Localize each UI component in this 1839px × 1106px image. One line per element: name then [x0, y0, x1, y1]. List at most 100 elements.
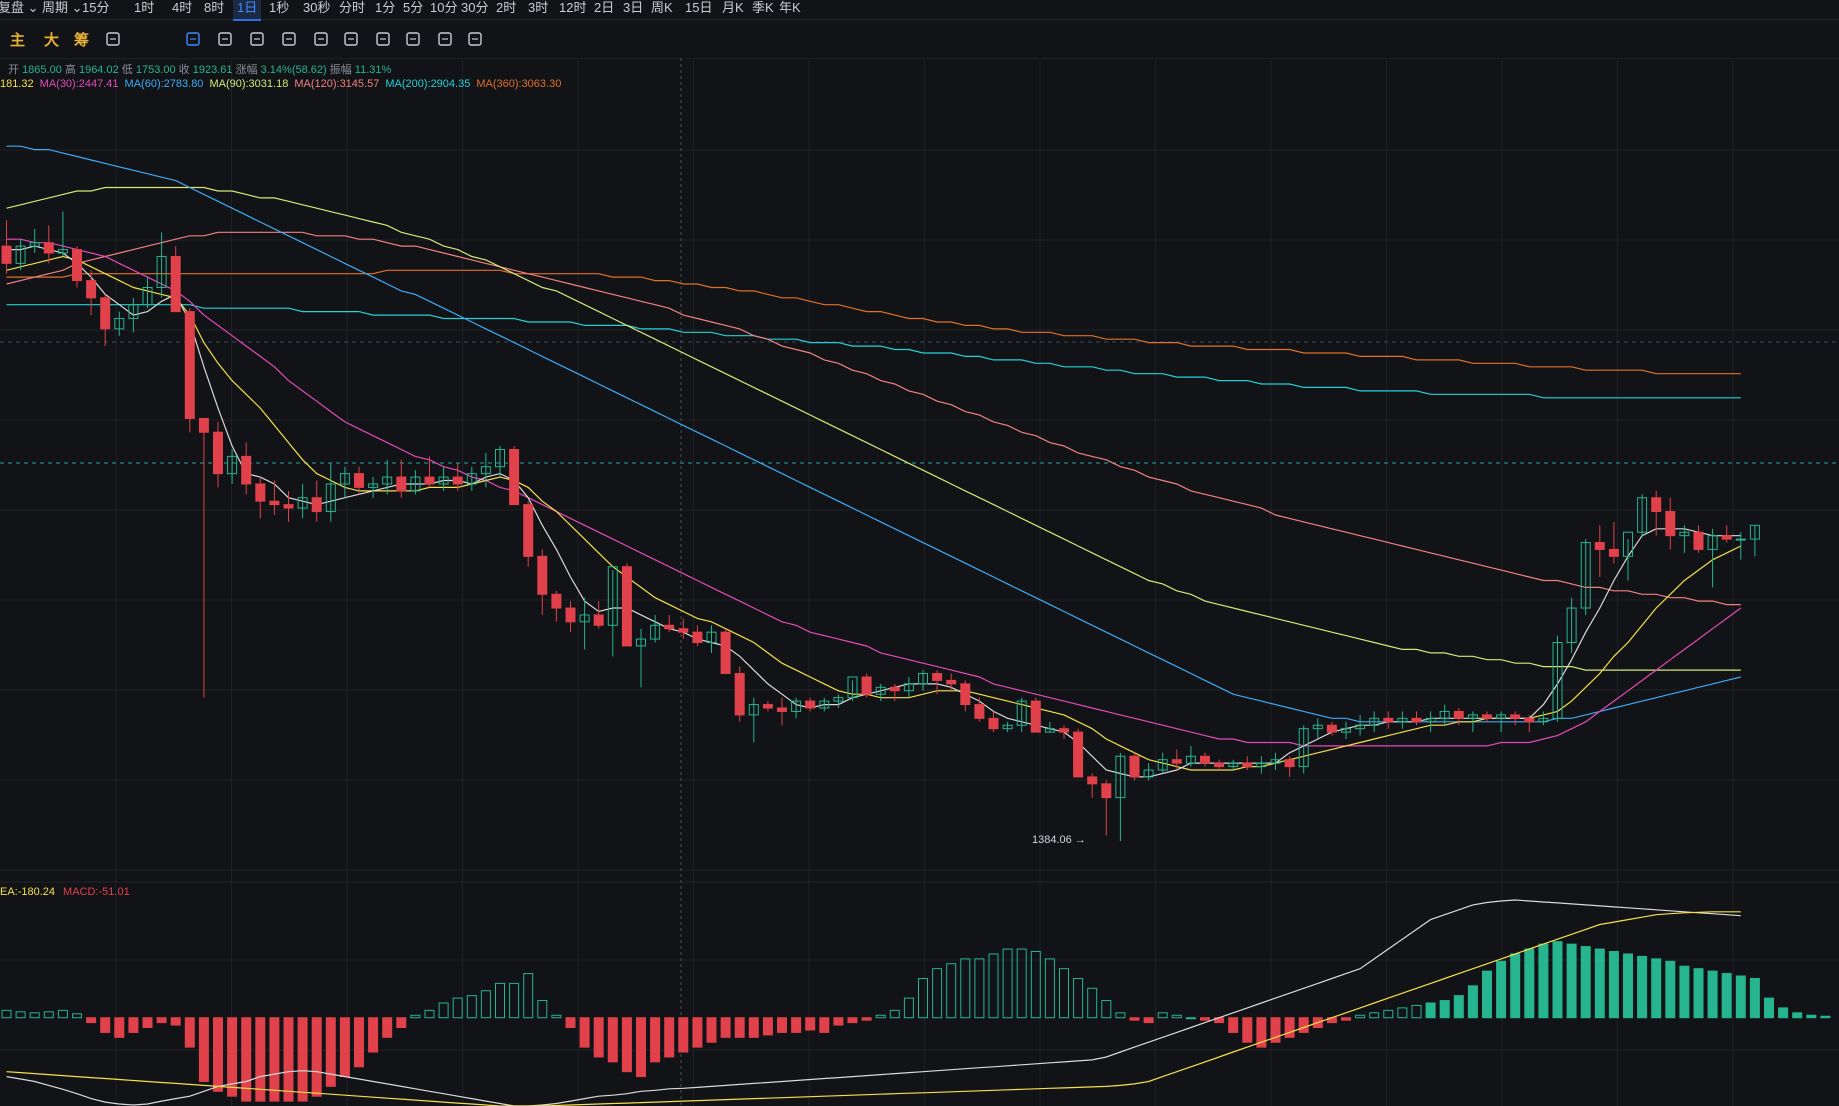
- magnet-icon[interactable]: [404, 30, 422, 48]
- period-11[interactable]: 5分: [403, 0, 424, 15]
- note-icon[interactable]: [374, 30, 392, 48]
- candle-body: [523, 504, 534, 557]
- period-18[interactable]: 3日: [623, 0, 644, 15]
- period-4[interactable]: 4时: [172, 0, 193, 15]
- candle-body: [1171, 759, 1182, 764]
- trash-icon[interactable]: [466, 30, 484, 48]
- macd-bar: [1623, 953, 1633, 1019]
- macd-bar: [1721, 973, 1732, 1019]
- indicator-tab-0[interactable]: 主: [10, 32, 26, 49]
- period-17[interactable]: 2日: [594, 0, 615, 15]
- period-20[interactable]: 15日: [685, 0, 713, 15]
- macd-bar: [748, 1017, 759, 1038]
- ruler-icon[interactable]: [248, 30, 266, 48]
- period-7[interactable]: 1秒: [269, 0, 290, 15]
- candle-body: [946, 679, 957, 685]
- change-value: 3.14%(58.62): [260, 64, 327, 76]
- period-15[interactable]: 3时: [528, 0, 549, 15]
- candle-body: [1, 245, 12, 264]
- macd-bar: [1467, 985, 1478, 1019]
- macd-bar: [156, 1017, 167, 1024]
- macd-bar: [1764, 997, 1774, 1019]
- period-10[interactable]: 1分: [375, 0, 396, 15]
- macd-bar: [1637, 955, 1648, 1019]
- macd-bar: [932, 968, 943, 1019]
- ma200-line: [6, 304, 1741, 399]
- macd-bar: [1397, 1007, 1408, 1019]
- macd-bar: [1552, 941, 1563, 1019]
- macd-bar: [1749, 977, 1760, 1019]
- candle-type-icon[interactable]: [312, 30, 330, 48]
- period-3[interactable]: 1时: [134, 0, 155, 15]
- period-6[interactable]: 1日: [233, 0, 262, 21]
- macd-bar: [57, 1009, 68, 1019]
- brush-icon[interactable]: [184, 30, 202, 48]
- period-23[interactable]: 年K: [779, 0, 801, 15]
- candle-body: [889, 686, 900, 692]
- candle-body: [1242, 762, 1253, 768]
- macd-bar: [593, 1017, 604, 1058]
- replay-icon[interactable]: [104, 30, 122, 48]
- macd-bar: [861, 1017, 872, 1021]
- open-label: 开: [8, 64, 19, 76]
- period-0[interactable]: 复盘 ⌄: [0, 0, 39, 15]
- ma-legend-item: MA(60):2783.80: [124, 78, 204, 90]
- macd-bar: [1002, 948, 1013, 1019]
- macd-bar: [184, 1017, 195, 1048]
- period-22[interactable]: 季K: [752, 0, 774, 15]
- macd-bar: [1425, 1002, 1436, 1019]
- period-2[interactable]: 15分: [82, 0, 110, 15]
- dif-line: [6, 899, 1741, 1106]
- macd-bar: [1411, 1004, 1422, 1019]
- macd-bar: [988, 953, 999, 1019]
- macd-bar: [1284, 1017, 1295, 1038]
- candle-body: [213, 431, 223, 475]
- period-19[interactable]: 周K: [651, 0, 673, 15]
- period-5[interactable]: 8时: [204, 0, 225, 15]
- indicator-tab-1[interactable]: 大: [44, 32, 60, 49]
- macd-bar: [1171, 1014, 1182, 1019]
- macd-bar: [283, 1017, 294, 1102]
- macd-bar: [777, 1017, 787, 1033]
- macd-bar: [1524, 948, 1535, 1019]
- period-1[interactable]: 周期 ⌄: [42, 0, 83, 15]
- macd-bar: [875, 1014, 886, 1019]
- filter-icon[interactable]: [436, 30, 454, 48]
- macd-bar: [1792, 1012, 1803, 1019]
- period-21[interactable]: 月K: [722, 0, 744, 15]
- macd-bar: [213, 1017, 223, 1092]
- pen-icon[interactable]: [280, 30, 298, 48]
- period-14[interactable]: 2时: [496, 0, 517, 15]
- indicator-tab-2[interactable]: 筹: [74, 32, 90, 49]
- candle-body: [1157, 759, 1168, 771]
- candle-body: [762, 704, 773, 709]
- macd-bar: [86, 1017, 97, 1024]
- period-9[interactable]: 分时: [339, 0, 366, 15]
- candle-body: [1524, 717, 1535, 723]
- macd-bar: [1341, 1017, 1351, 1021]
- candle-body: [410, 476, 421, 492]
- candle-body: [1749, 524, 1760, 540]
- candle-body: [565, 607, 576, 623]
- candle-body: [29, 242, 40, 247]
- lock-icon[interactable]: [342, 30, 360, 48]
- candle-body: [1326, 724, 1337, 733]
- macd-bar: [1679, 965, 1690, 1019]
- candle-body: [1721, 535, 1732, 540]
- macd-bar: [889, 1009, 900, 1019]
- macd-bar: [805, 1017, 816, 1031]
- period-12[interactable]: 10分: [430, 0, 458, 15]
- period-13[interactable]: 30分: [461, 0, 489, 15]
- period-8[interactable]: 30秒: [303, 0, 331, 15]
- close-value: 1923.61: [192, 64, 233, 76]
- candle-body: [1552, 642, 1563, 719]
- candle-body: [1214, 762, 1225, 768]
- macd-bar: [791, 1017, 802, 1033]
- candle-body: [1143, 769, 1154, 778]
- candle-body: [297, 497, 308, 509]
- macd-bar: [170, 1017, 181, 1026]
- cursor-icon[interactable]: [216, 30, 234, 48]
- candle-body: [1651, 497, 1662, 513]
- period-16[interactable]: 12时: [559, 0, 587, 15]
